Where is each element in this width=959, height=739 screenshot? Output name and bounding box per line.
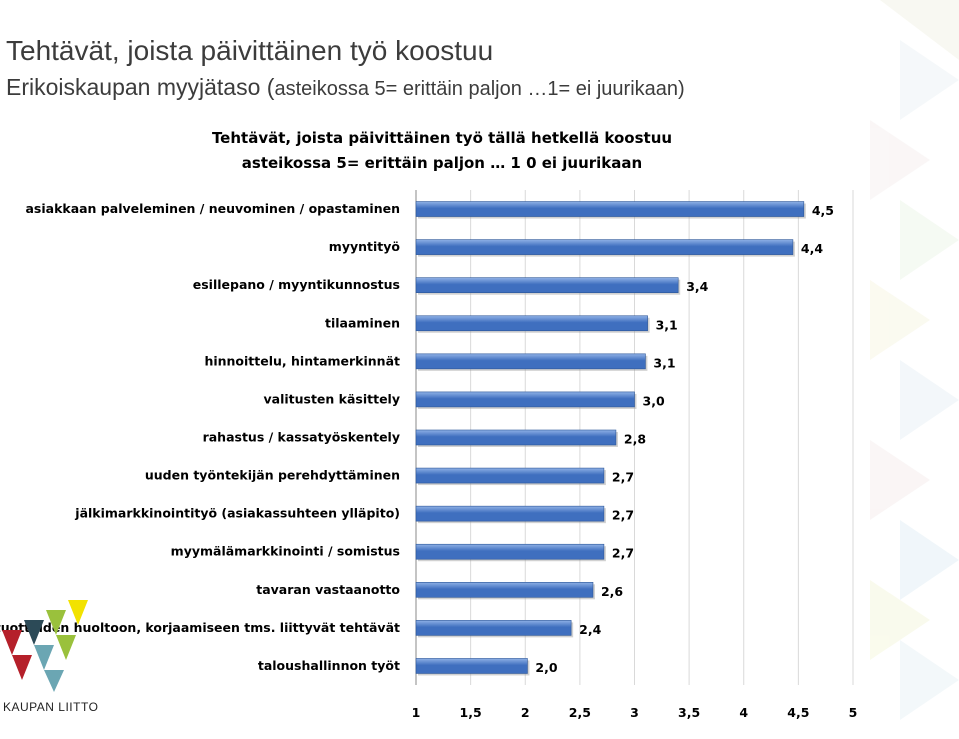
value-label-6: 2,8 [624,432,646,447]
value-label-5: 3,0 [643,393,665,408]
category-label-8: jälkimarkkinointityö (asiakassuhteen yll… [74,506,400,521]
value-label-10: 2,6 [601,584,623,599]
x-tick-label-1: 1,5 [460,705,482,720]
x-tick-label-5: 3,5 [678,705,700,720]
bar-7 [415,467,605,484]
value-label-0: 4,5 [812,203,834,218]
value-label-9: 2,7 [612,546,634,561]
bar-9 [415,543,605,560]
category-label-10: tavaran vastaanotto [256,582,400,597]
category-label-0: asiakkaan palveleminen / neuvominen / op… [25,201,400,216]
bars [415,201,806,676]
logo-triangle-red [2,630,22,655]
category-label-1: myyntityö [329,239,401,254]
x-tick-label-7: 4,5 [787,705,809,720]
x-tick-label-2: 2 [521,705,530,720]
slide-subtitle: Erikoiskaupan myyjätaso (asteikossa 5= e… [6,74,946,102]
category-label-9: myymälämarkkinointi / somistus [171,544,400,559]
kaupan-liitto-logo [2,600,88,692]
bar-6 [415,429,617,446]
slide-title: Tehtävät, joista päivittäinen työ koostu… [6,35,494,66]
x-tick-label-6: 4 [739,705,748,720]
category-label-6: rahastus / kassatyöskentely [203,430,400,445]
bar-2 [415,277,679,293]
category-label-7: uuden työntekijän perehdyttäminen [145,468,400,483]
bar-0 [415,201,805,217]
chart-subtitle: asteikossa 5= erittäin paljon … 1 0 ei j… [242,154,642,172]
logo-triangle-teal [34,645,54,670]
bar-8 [415,505,605,522]
category-label-4: hinnoittelu, hintamerkinnät [204,353,400,368]
category-label-5: valitusten käsittely [263,391,400,406]
category-labels: asiakkaan palveleminen / neuvominen / op… [0,201,400,673]
value-label-4: 3,1 [653,355,675,370]
logo-triangle-green-2 [56,635,76,660]
x-tick-label-4: 3 [630,705,639,720]
x-tick-label-0: 1 [412,705,421,720]
value-label-2: 3,4 [686,279,708,294]
subtitle-scale: asteikossa 5= erittäin paljon …1= ei juu… [274,78,685,100]
value-label-7: 2,7 [612,470,634,485]
chart-title: Tehtävät, joista päivittäinen työ tällä … [212,129,672,147]
logo-triangle-green [46,610,66,635]
logo-triangle-dark [24,620,44,645]
subtitle-main: Erikoiskaupan myyjätaso ( [6,74,275,100]
category-label-12: taloushallinnon työt [258,658,400,673]
bar-3 [415,315,648,332]
value-label-12: 2,0 [535,660,557,675]
logo-triangle-teal-2 [44,670,64,692]
bar-11 [415,620,572,636]
bar-4 [415,353,646,370]
value-label-1: 4,4 [801,241,823,256]
bar-5 [415,391,635,408]
x-tick-label-8: 5 [849,705,858,720]
bar-10 [415,582,594,598]
bar-12 [415,658,528,674]
logo-triangle-red-2 [12,655,32,680]
value-label-3: 3,1 [656,317,678,332]
value-label-8: 2,7 [612,508,634,523]
bar-1 [415,239,794,255]
category-label-2: esillepano / myyntikunnostus [193,277,400,292]
logo-text: KAUPAN LIITTO [3,700,99,714]
category-label-11: tuotteiden huoltoon, korjaamiseen tms. l… [0,620,400,635]
logo-triangle-yellow [68,600,88,625]
x-tick-label-3: 2,5 [569,705,591,720]
value-label-11: 2,4 [579,622,601,637]
x-axis-ticks: 1 1,5 2 2,5 3 3,5 4 4,5 5 [412,705,858,720]
value-labels: 4,5 4,4 3,4 3,1 3,1 3,0 2,8 2,7 2,7 2,7 2,6 2,4 2,0 [535,203,834,675]
category-label-3: tilaaminen [325,315,400,330]
